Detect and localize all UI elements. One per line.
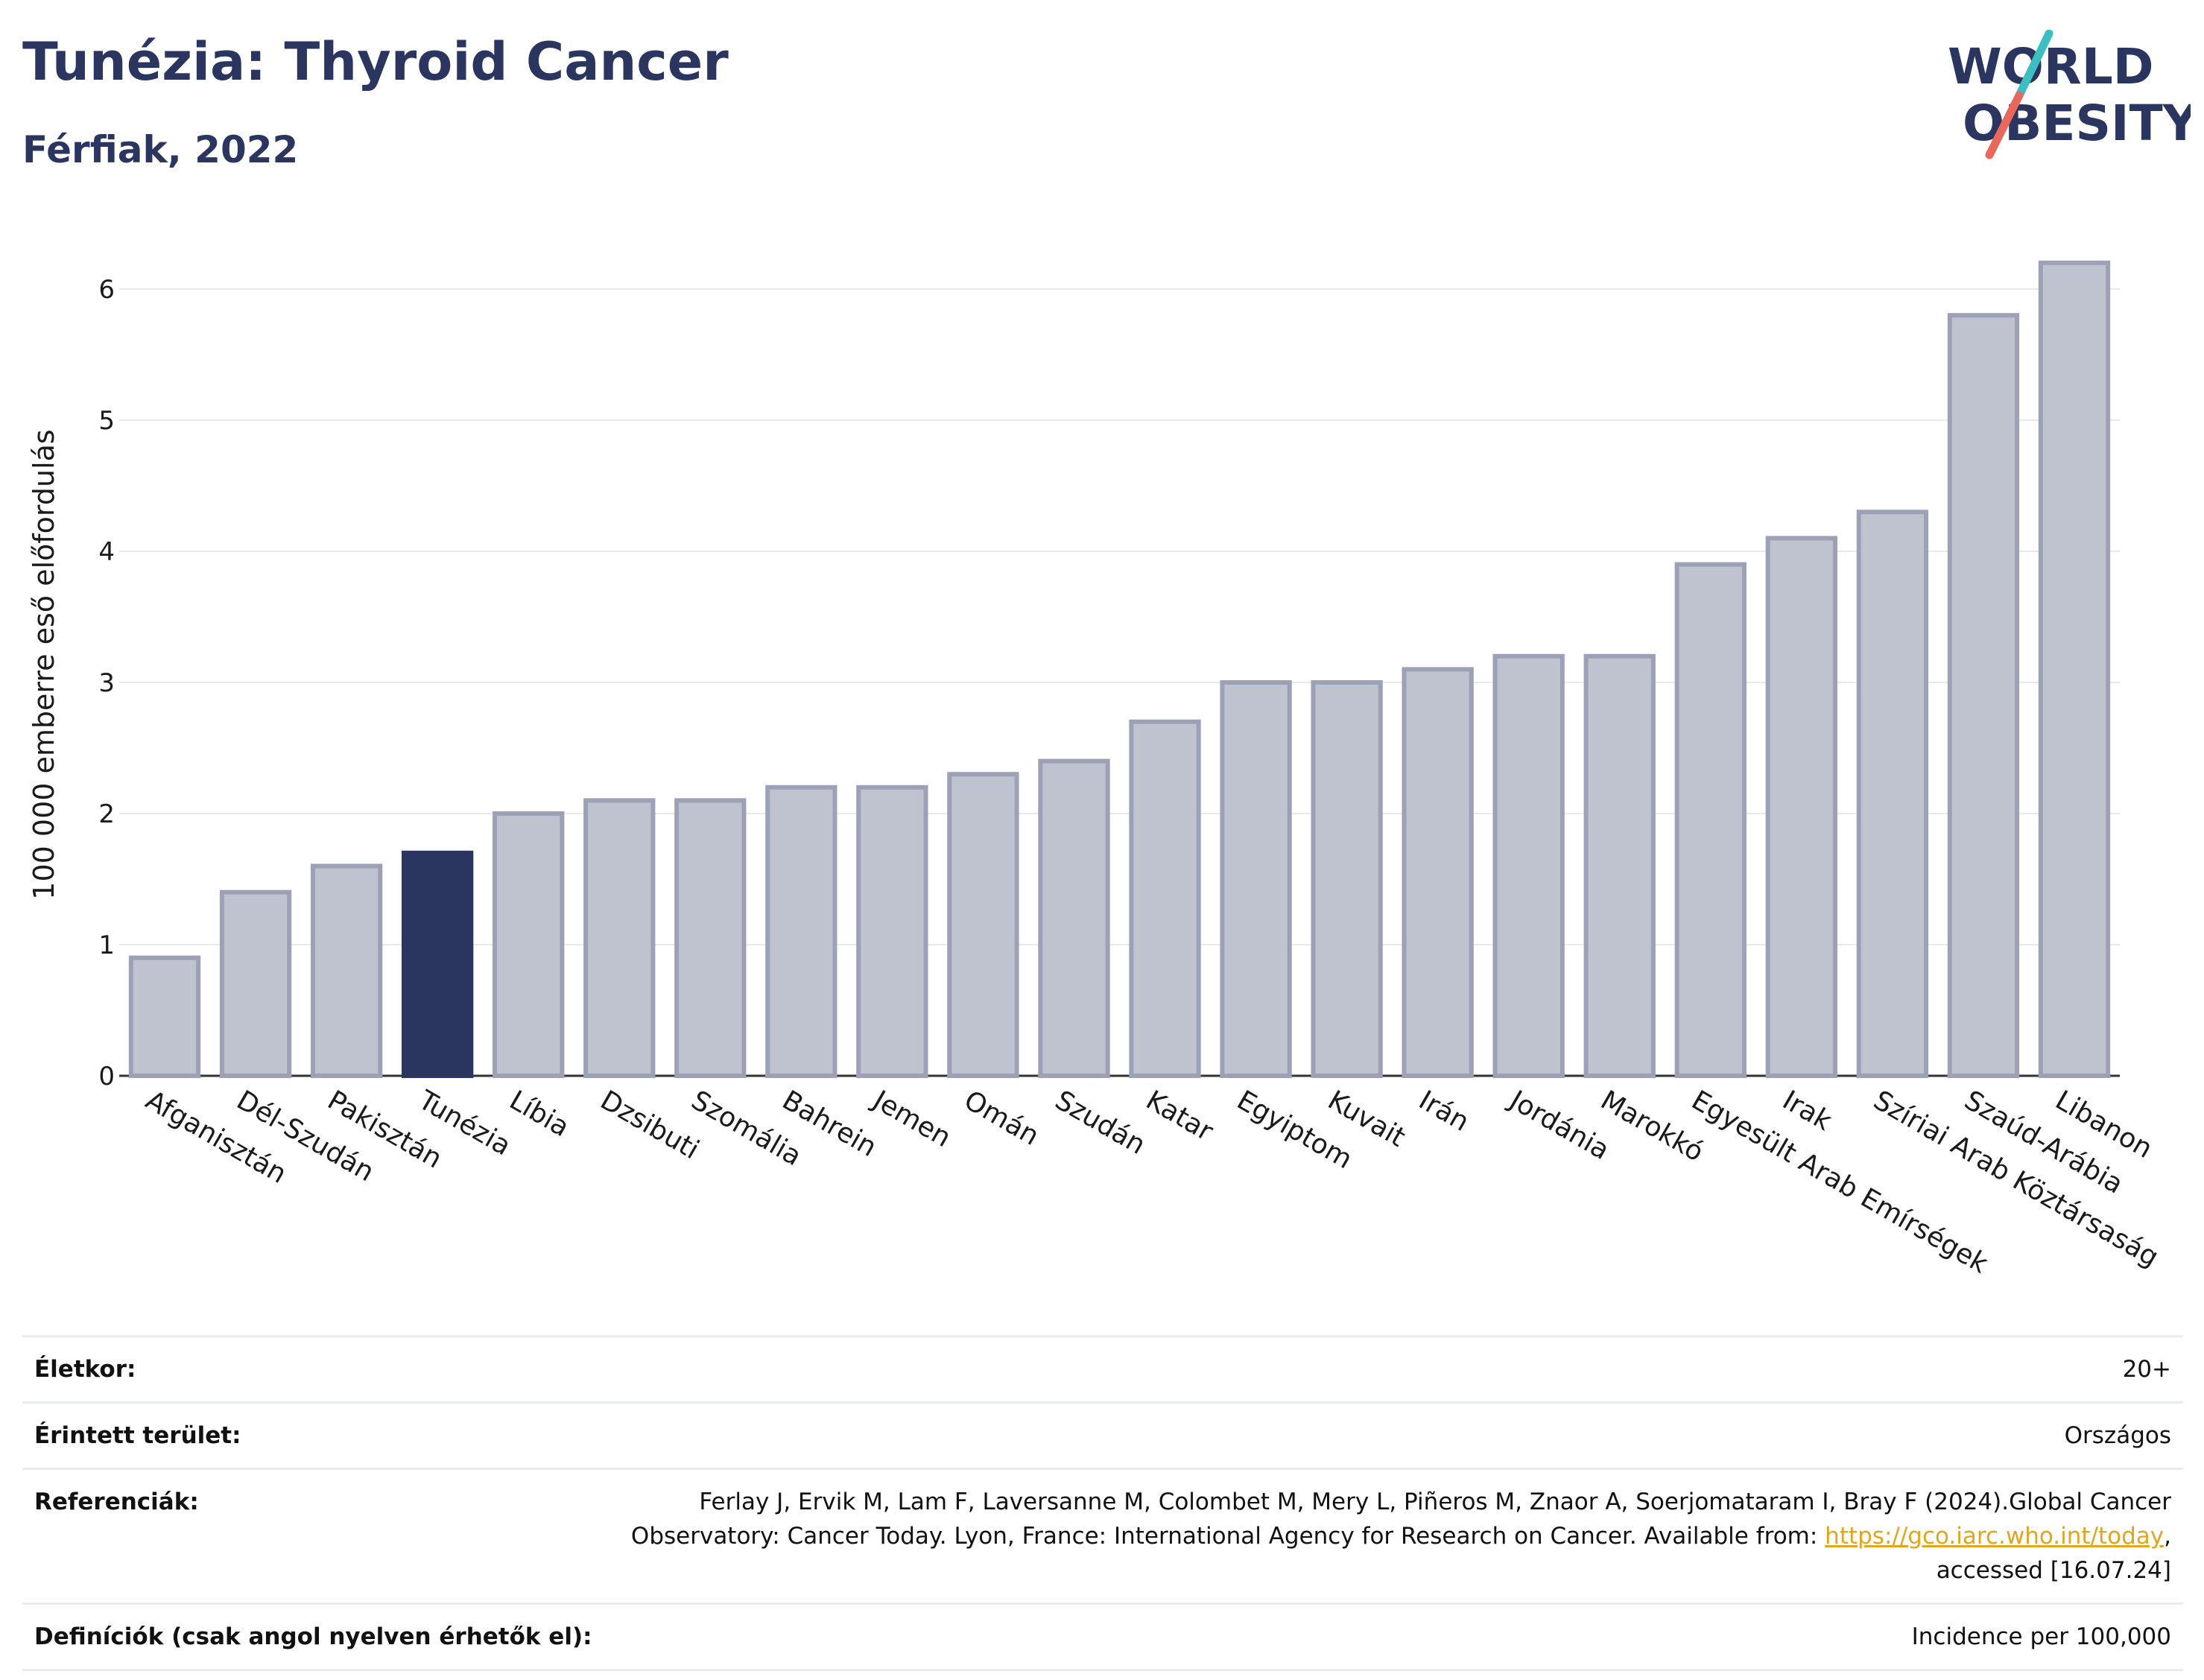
info-row-age: Életkor: 20+ [22, 1335, 2183, 1401]
age-label: Életkor: [34, 1356, 136, 1383]
x-tick-label: Jemen [867, 1084, 956, 1153]
y-tick-label: 2 [98, 799, 115, 829]
y-tick-label: 0 [98, 1062, 115, 1091]
reference-line1: Ferlay J, Ervik M, Lam F, Laversanne M, … [699, 1489, 2171, 1515]
reference-link[interactable]: https://gco.iarc.who.int/today [1825, 1523, 2165, 1550]
chart-subtitle: Férfiak, 2022 [22, 128, 299, 171]
x-tick-label: Dzsibuti [595, 1085, 704, 1165]
x-tick-label: Marokkó [1595, 1085, 1709, 1167]
definitions-value: Incidence per 100,000 [1911, 1623, 2171, 1650]
bar [947, 772, 1019, 1078]
x-tick-label: Omán [959, 1085, 1044, 1152]
bar [1674, 562, 1747, 1078]
bar-chart: 0 1 2 3 4 5 6 AfganisztánDél-SzudánPakisztánTu… [28, 260, 2164, 1280]
x-tick-label: Szudán [1050, 1085, 1150, 1161]
y-tick-label: 3 [98, 668, 115, 698]
bar [493, 811, 565, 1078]
info-row-references: Referenciák: Ferlay J, Ervik M, Lam F, L… [22, 1468, 2183, 1603]
bar [856, 784, 928, 1079]
definitions-label: Definíciók (csak angol nyelven érhetők e… [34, 1623, 592, 1650]
chart-title: Tunézia: Thyroid Cancer [22, 31, 729, 92]
bar [1311, 680, 1383, 1078]
bar [1220, 680, 1292, 1078]
area-value: Országos [2064, 1422, 2171, 1449]
logo-slash-top [2015, 30, 2053, 100]
logo-line2: OBESITY [1963, 95, 2191, 152]
bar [219, 890, 292, 1078]
info-row-area: Érintett terület: Országos [22, 1401, 2183, 1468]
bar [1492, 653, 1565, 1078]
bar [2038, 260, 2111, 1078]
bar [674, 798, 747, 1079]
bar [1765, 536, 1837, 1078]
bar [310, 863, 383, 1079]
bar [128, 955, 201, 1078]
x-tick-label: Egyesült Arab Emírségek [1686, 1085, 1993, 1279]
x-axis-labels: AfganisztánDél-SzudánPakisztánTunéziaLíb… [141, 1084, 2164, 1279]
bar [1583, 653, 1656, 1078]
bar-highlighted [402, 850, 474, 1079]
y-axis-ticks: 0 1 2 3 4 5 6 [98, 275, 115, 1091]
bar [1856, 510, 1929, 1078]
x-tick-label: Jordánia [1503, 1084, 1614, 1166]
bar [1129, 719, 1201, 1078]
bar [765, 784, 837, 1079]
world-obesity-logo: WORLD OBESITY [1948, 30, 2191, 159]
reference-line3: accessed [16.07.24] [1936, 1557, 2171, 1584]
y-tick-label: 1 [98, 931, 115, 960]
x-tick-label: Irán [1413, 1085, 1474, 1138]
references-value: Ferlay J, Ervik M, Lam F, Laversanne M, … [631, 1485, 2171, 1588]
y-tick-label: 4 [98, 537, 115, 567]
bar [583, 798, 656, 1079]
info-row-definitions: Definíciók (csak angol nyelven érhetők e… [22, 1603, 2183, 1671]
references-label: Referenciák: [34, 1489, 199, 1515]
bar [1947, 313, 2020, 1078]
bars [128, 260, 2111, 1079]
bar [1402, 667, 1474, 1078]
logo-slash-bottom [1985, 91, 2024, 159]
x-tick-label: Irak [1777, 1085, 1837, 1137]
y-tick-label: 5 [98, 406, 115, 436]
logo-line1: WORLD [1948, 38, 2154, 95]
reference-line2: Observatory: Cancer Today. Lyon, France:… [630, 1523, 1825, 1550]
age-value: 20+ [2122, 1356, 2171, 1383]
y-axis-label: 100 000 emberre eső előfordulás [28, 429, 60, 899]
area-label: Érintett terület: [34, 1422, 241, 1449]
bar [1038, 758, 1110, 1078]
x-tick-label: Katar [1141, 1085, 1218, 1147]
y-tick-label: 6 [98, 275, 115, 305]
reference-line2-end: , [2164, 1523, 2171, 1550]
info-table: Életkor: 20+ Érintett terület: Országos … [22, 1335, 2183, 1671]
